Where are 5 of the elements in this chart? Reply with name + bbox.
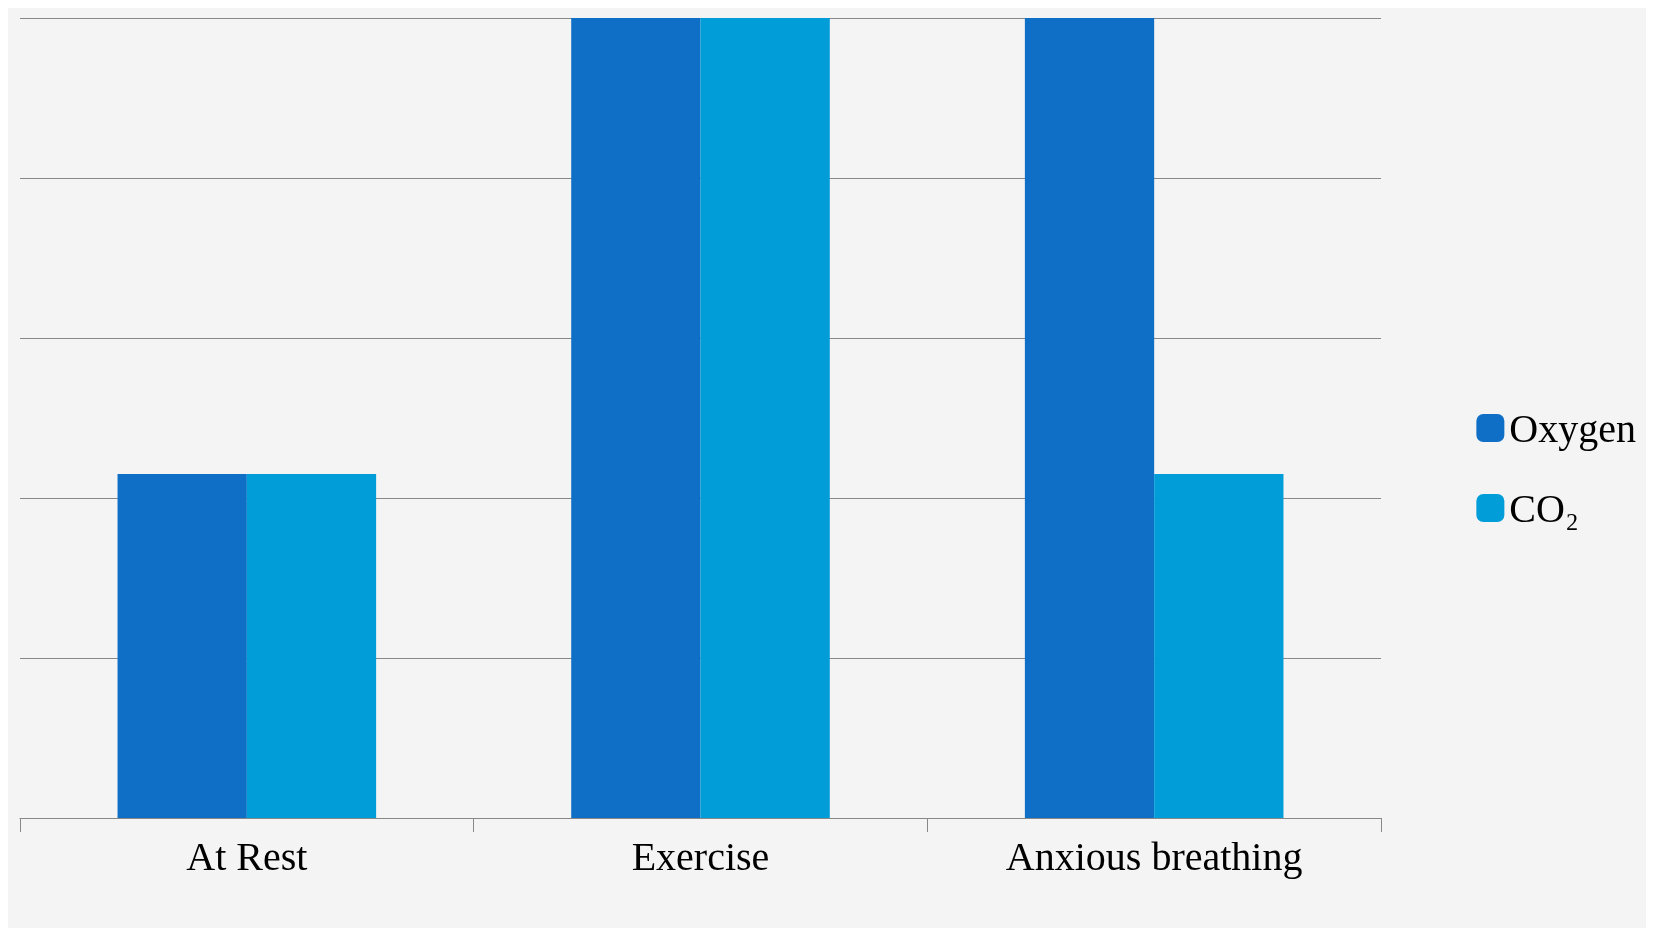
legend-label: CO₂ — [1509, 485, 1579, 531]
legend-label: Oxygen — [1509, 405, 1636, 451]
x-tick-label: Exercise — [631, 833, 770, 879]
x-tick-label: Anxious breathing — [1005, 833, 1303, 879]
x-tick-label: At Rest — [186, 833, 308, 879]
